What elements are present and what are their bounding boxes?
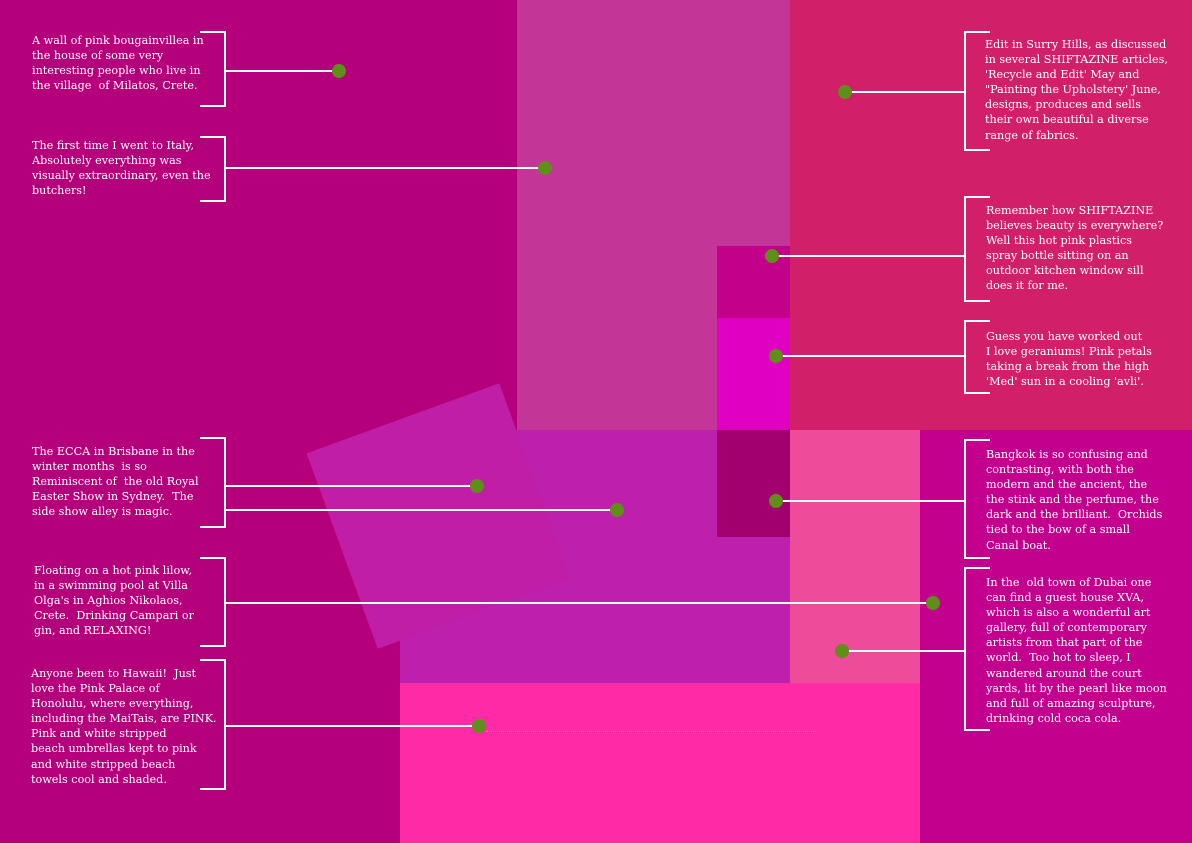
leader-line-ecca-2 [224,509,617,511]
marker-dot-ecca-2 [610,503,624,517]
leader-line-surry-hills [845,91,966,93]
photo-block-surry-hills [790,0,1192,430]
marker-dot-dubai [835,644,849,658]
bracket-bougainvillea [200,31,226,107]
leader-line-hawaii [224,725,479,727]
photo-block-dubai [790,430,920,683]
caption-ecca: The ECCA in Brisbane in the winter month… [32,445,199,519]
bracket-hawaii [200,659,226,790]
photo-block-geraniums [717,318,790,430]
marker-dot-surry-hills [838,85,852,99]
caption-lilow: Floating on a hot pink lilow, in a swimm… [34,564,194,638]
caption-bangkok: Bangkok is so confusing and contrasting,… [986,448,1163,552]
caption-dubai: In the old town of Dubai one can find a … [986,576,1167,725]
leader-line-bougainvillea [224,70,339,72]
bracket-italy [200,136,226,202]
leader-line-bangkok [776,500,966,502]
marker-dot-bougainvillea [332,64,346,78]
leader-line-spray-bottle [772,255,966,257]
marker-dot-lilow [926,596,940,610]
caption-spray-bottle: Remember how SHIFTAZINE believes beauty … [986,204,1164,293]
marker-dot-spray-bottle [765,249,779,263]
bracket-dubai [964,567,990,731]
bracket-bangkok [964,439,990,559]
caption-italy: The first time I went to Italy, Absolute… [32,139,211,198]
leader-line-geraniums [776,355,966,357]
caption-hawaii: Anyone been to Hawaii! Just love the Pin… [31,667,217,786]
dotted-guide-hawaii [486,731,816,732]
marker-dot-ecca-1 [470,479,484,493]
bracket-geraniums [964,320,990,394]
caption-geraniums: Guess you have worked out I love geraniu… [986,330,1152,389]
marker-dot-hawaii [472,719,486,733]
leader-line-dubai [842,650,966,652]
leader-line-ecca-1 [224,485,477,487]
caption-surry-hills: Edit in Surry Hills, as discussed in sev… [985,38,1168,142]
leader-line-italy [224,167,545,169]
bracket-lilow [200,557,226,647]
bracket-spray-bottle [964,196,990,302]
leader-line-lilow [224,602,933,604]
photo-block-bangkok [717,430,790,537]
marker-dot-bangkok [769,494,783,508]
bracket-ecca [200,437,226,528]
caption-bougainvillea: A wall of pink bougainvillea in the hous… [32,34,204,93]
photo-block-hawaii [400,683,920,843]
marker-dot-geraniums [769,349,783,363]
bracket-surry-hills [964,31,990,151]
marker-dot-italy [538,161,552,175]
